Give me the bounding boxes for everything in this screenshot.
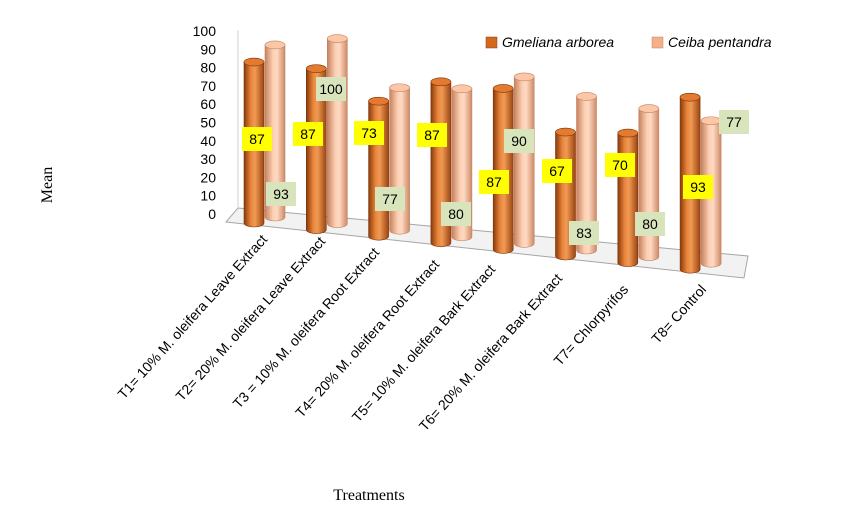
data-label-series-1-6: 67	[542, 159, 572, 183]
svg-text:87: 87	[486, 174, 502, 190]
svg-text:80: 80	[642, 216, 658, 232]
data-label-series-2-2: 100	[316, 77, 346, 101]
data-label-series-1-5: 87	[479, 170, 509, 194]
y-tick-label: 70	[200, 78, 216, 94]
bar-series-1-3	[368, 96, 389, 241]
bar-series-1-7	[617, 128, 639, 267]
data-label-series-1-2: 87	[293, 122, 323, 146]
data-label-series-1-4: 87	[417, 123, 447, 147]
svg-text:73: 73	[361, 125, 377, 141]
bar-series-1-5	[492, 84, 514, 254]
bar-series-2-2	[326, 34, 348, 228]
y-tick-label: 90	[200, 41, 216, 57]
y-tick-label: 10	[200, 188, 216, 204]
y-tick-label: 50	[200, 115, 216, 131]
data-label-series-1-3: 73	[354, 121, 384, 145]
y-tick-label: 0	[208, 206, 216, 222]
svg-text:87: 87	[424, 127, 440, 143]
data-label-series-2-6: 83	[569, 221, 599, 245]
bar-series-1-2	[305, 64, 327, 234]
y-axis: 0 10 20 30 40 50 60 70 80 90 100	[193, 23, 217, 222]
y-tick-label: 100	[193, 23, 217, 39]
bar-series-2-7	[638, 104, 660, 261]
data-label-series-2-7: 80	[635, 212, 665, 236]
svg-text:93: 93	[690, 179, 706, 195]
data-label-series-1-8: 93	[683, 175, 713, 199]
svg-text:80: 80	[448, 206, 464, 222]
y-tick-label: 30	[200, 151, 216, 167]
svg-text:87: 87	[300, 126, 316, 142]
svg-text:70: 70	[612, 157, 628, 173]
y-tick-label: 20	[200, 169, 216, 185]
x-axis-title: Treatments	[333, 487, 404, 504]
x-category-label-8: T8= Control	[648, 281, 709, 346]
svg-text:77: 77	[726, 114, 742, 130]
y-tick-label: 60	[200, 96, 216, 112]
svg-text:87: 87	[249, 131, 265, 147]
legend-swatch-series-2	[651, 36, 664, 49]
svg-text:100: 100	[319, 81, 343, 97]
y-axis-title: Mean	[39, 167, 56, 203]
legend: Gmeliana arborea Ceiba pentandra	[485, 34, 772, 50]
data-label-series-1-7: 70	[605, 153, 635, 177]
data-label-series-2-4: 80	[441, 202, 471, 226]
svg-text:90: 90	[511, 133, 527, 149]
legend-swatch-series-1	[485, 36, 498, 49]
svg-text:83: 83	[576, 225, 592, 241]
data-label-series-1-1: 87	[242, 127, 272, 151]
data-label-series-2-5: 90	[504, 129, 534, 153]
bar-series-2-1	[264, 40, 286, 222]
data-label-series-2-3: 77	[375, 187, 405, 211]
svg-text:67: 67	[549, 163, 565, 179]
y-tick-label: 40	[200, 133, 216, 149]
data-label-series-2-1: 93	[266, 182, 296, 206]
bar-series-2-6	[576, 92, 597, 255]
svg-text:93: 93	[273, 186, 289, 202]
bar-series-2-3	[389, 83, 410, 235]
x-category-label-7: T7= Chlorpyrifos	[550, 281, 631, 368]
legend-label-series-2: Ceiba pentandra	[668, 34, 772, 50]
chart-floor	[225, 30, 749, 279]
data-label-series-2-8: 77	[719, 110, 749, 134]
y-tick-label: 80	[200, 60, 216, 76]
legend-label-series-1: Gmeliana arborea	[502, 34, 614, 50]
svg-text:77: 77	[382, 191, 398, 207]
x-category-label-6: T6= 20% M. oleifera Bark Extract	[416, 270, 566, 434]
data-labels: 87 93 87 100 73 77 87 80 87 90 67 83 70 80 93 77	[242, 77, 749, 245]
bar-series-2-5	[513, 72, 535, 248]
